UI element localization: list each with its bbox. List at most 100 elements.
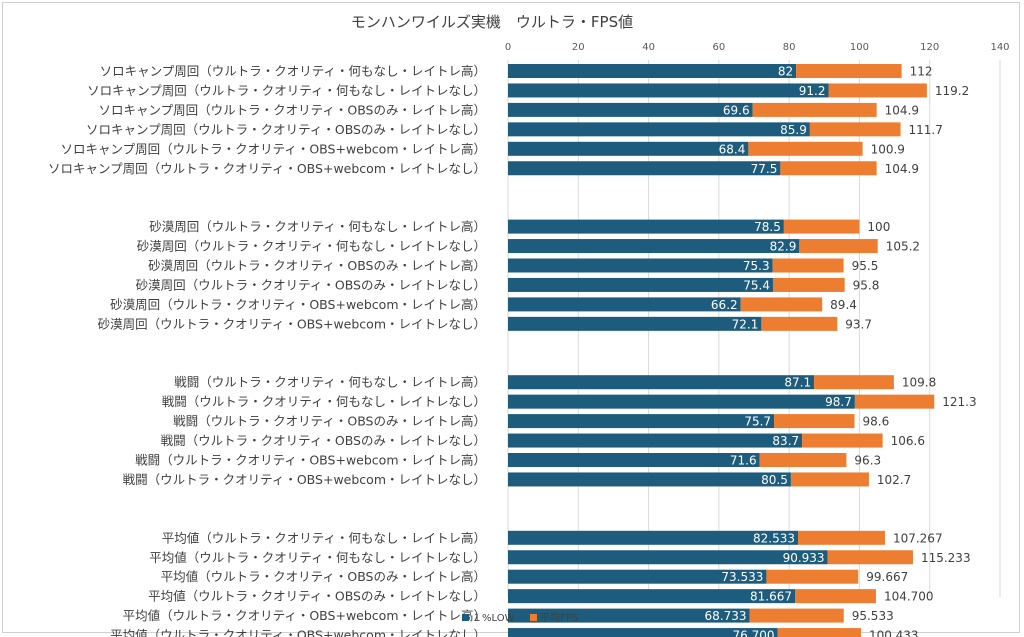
x-tick-label: 60 [712, 42, 725, 53]
bar-avg-fps [827, 550, 913, 565]
x-tick-label: 120 [920, 42, 939, 53]
bar-avg-fps [748, 141, 863, 156]
bar-avg-fps [777, 628, 861, 637]
data-label-1pct-low: 75.7 [744, 415, 771, 429]
category-label: ソロキャンプ周回（ウルトラ・クオリティ・OBSのみ・レイトレ高） [98, 102, 486, 117]
category-label: ソロキャンプ周回（ウルトラ・クオリティ・OBS+webcom・レイトレなし） [48, 161, 486, 176]
data-label-avg-fps: 105.2 [886, 240, 920, 254]
data-label-avg-fps: 100.9 [871, 142, 905, 156]
bar-1pct-low [508, 433, 803, 448]
bar-avg-fps [795, 589, 876, 604]
data-label-1pct-low: 82.533 [753, 531, 795, 545]
data-label-avg-fps: 107.267 [893, 531, 943, 545]
category-label: 砂漠周回（ウルトラ・クオリティ・何もなし・レイトレ高） [149, 219, 486, 234]
category-label: 平均値（ウルトラ・クオリティ・何もなし・レイトレなし） [149, 550, 486, 565]
bar-1pct-low [508, 141, 749, 156]
bar-avg-fps [814, 375, 894, 390]
data-label-avg-fps: 100 [867, 220, 890, 234]
x-tick-label: 40 [642, 42, 655, 53]
bar-1pct-low [508, 589, 796, 604]
data-label-1pct-low: 69.6 [723, 103, 750, 117]
category-label: 戦闘（ウルトラ・クオリティ・OBSのみ・レイトレなし） [161, 433, 486, 448]
bar-avg-fps [783, 219, 860, 234]
bar-1pct-low [508, 453, 760, 467]
legend: １%LOW 平均FPS [462, 612, 578, 624]
data-label-1pct-low: 68.733 [705, 609, 747, 623]
data-label-1pct-low: 75.3 [743, 259, 770, 273]
data-label-1pct-low: 76.700 [733, 629, 775, 637]
bar-avg-fps [752, 102, 877, 117]
bar-1pct-low [508, 277, 773, 292]
x-tick-label: 20 [572, 42, 585, 53]
data-label-1pct-low: 71.6 [730, 454, 757, 468]
data-label-avg-fps: 112 [910, 65, 933, 79]
legend-swatch-low [462, 614, 469, 621]
data-label-avg-fps: 115.233 [921, 551, 971, 565]
category-label: 戦闘（ウルトラ・クオリティ・何もなし・レイトレ高） [174, 375, 486, 390]
bar-1pct-low [508, 394, 855, 409]
bar-1pct-low [508, 569, 767, 584]
bar-avg-fps [796, 64, 902, 78]
data-label-1pct-low: 77.5 [751, 162, 778, 176]
data-label-avg-fps: 100.433 [869, 629, 919, 637]
category-label: ソロキャンプ周回（ウルトラ・クオリティ・OBSのみ・レイトレなし） [86, 122, 486, 137]
bar-1pct-low [508, 239, 800, 254]
data-label-1pct-low: 87.1 [784, 376, 811, 390]
bar-1pct-low [508, 608, 750, 623]
bar-1pct-low [508, 550, 828, 565]
data-label-1pct-low: 66.2 [711, 298, 738, 312]
data-label-avg-fps: 93.7 [845, 317, 872, 331]
category-label: 砂漠周回（ウルトラ・クオリティ・OBSのみ・レイトレなし） [136, 277, 486, 292]
data-label-1pct-low: 73.533 [721, 570, 763, 584]
category-label: 平均値（ウルトラ・クオリティ・OBS+webcom・レイトレなし） [110, 628, 486, 637]
category-label: 戦闘（ウルトラ・クオリティ・OBS+webcom・レイトレ高） [135, 453, 486, 468]
legend-label-avg: 平均FPS [540, 612, 578, 624]
category-label: 平均値（ウルトラ・クオリティ・OBS+webcom・レイトレ高） [123, 608, 486, 623]
bar-avg-fps [759, 453, 847, 467]
data-label-avg-fps: 104.9 [885, 162, 919, 176]
category-label: ソロキャンプ周回（ウルトラ・クオリティ・何もなし・レイトレなし） [87, 83, 486, 98]
data-label-1pct-low: 81.667 [750, 590, 792, 604]
data-label-1pct-low: 98.7 [825, 395, 852, 409]
data-label-1pct-low: 90.933 [783, 551, 825, 565]
data-label-1pct-low: 78.5 [754, 220, 781, 234]
bars: 82 112 91.2 119.2 69.6 104.9 85.9 111.7 68.4 100.… [508, 64, 977, 637]
data-label-1pct-low: 83.7 [772, 434, 799, 448]
data-label-1pct-low: 91.2 [799, 84, 826, 98]
data-label-avg-fps: 121.3 [942, 395, 976, 409]
bar-avg-fps [740, 297, 823, 312]
bar-1pct-low [508, 102, 753, 117]
bar-1pct-low [508, 258, 773, 273]
category-labels: ソロキャンプ周回（ウルトラ・クオリティ・何もなし・レイトレ高） ソロキャンプ周回（… [48, 64, 486, 637]
x-tick-label: 80 [783, 42, 796, 53]
bar-1pct-low [508, 83, 829, 98]
x-axis-ticks: 0 20 40 60 80 100 120 140 [505, 42, 1010, 53]
bar-avg-fps [772, 258, 844, 273]
chart-title: モンハンワイルズ実機 ウルトラ・FPS値 [351, 13, 633, 31]
category-label: 戦闘（ウルトラ・クオリティ・OBS+webcom・レイトレなし） [123, 472, 486, 487]
category-label: ソロキャンプ周回（ウルトラ・クオリティ・何もなし・レイトレ高） [100, 64, 486, 79]
data-label-avg-fps: 95.8 [853, 278, 880, 292]
data-label-1pct-low: 68.4 [719, 142, 746, 156]
bar-avg-fps [854, 394, 935, 409]
legend-swatch-avg [530, 614, 537, 621]
legend-label-low: １%LOW [472, 613, 515, 624]
data-label-avg-fps: 89.4 [830, 298, 857, 312]
category-label: 砂漠周回（ウルトラ・クオリティ・OBSのみ・レイトレ高） [148, 258, 486, 273]
bar-1pct-low [508, 64, 797, 78]
data-label-avg-fps: 104.9 [885, 103, 919, 117]
data-label-1pct-low: 80.5 [761, 473, 788, 487]
category-label: 平均値（ウルトラ・クオリティ・何もなし・レイトレ高） [162, 530, 486, 545]
data-label-1pct-low: 82 [778, 65, 793, 79]
data-label-avg-fps: 95.5 [852, 259, 879, 273]
data-label-1pct-low: 82.9 [770, 240, 797, 254]
bar-1pct-low [508, 161, 781, 176]
bar-avg-fps [749, 608, 844, 623]
category-label: 戦闘（ウルトラ・クオリティ・何もなし・レイトレなし） [162, 394, 486, 409]
category-label: 砂漠周回（ウルトラ・クオリティ・何もなし・レイトレなし） [137, 239, 486, 254]
bar-1pct-low [508, 219, 784, 234]
bar-avg-fps [772, 277, 845, 292]
bar-1pct-low [508, 472, 791, 487]
x-tick-label: 0 [505, 42, 511, 53]
bar-avg-fps [809, 122, 901, 137]
